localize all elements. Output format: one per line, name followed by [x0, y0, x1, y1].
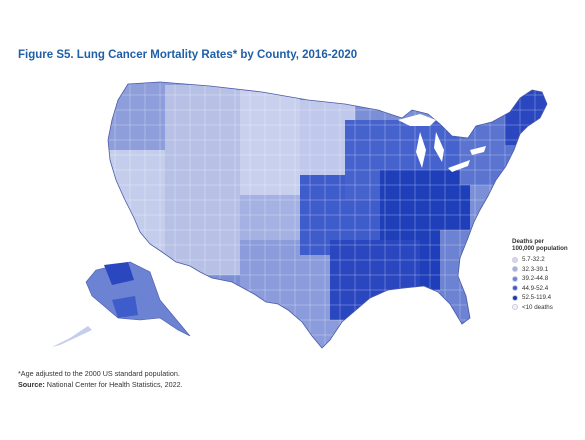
legend-swatch [512, 294, 518, 301]
legend-label: 5.7-32.2 [522, 256, 545, 264]
legend-item: 39.2-44.8 [512, 274, 584, 284]
legend-swatch [512, 304, 518, 311]
legend-label: 32.3-39.1 [522, 265, 549, 273]
legend-swatch [512, 275, 518, 282]
legend-swatch [512, 256, 518, 263]
region-deep-south [330, 240, 420, 320]
us-outline [107, 81, 548, 349]
legend-item: 32.3-39.1 [512, 265, 584, 275]
footnote-note: *Age adjusted to the 2000 US standard po… [18, 369, 180, 378]
great-lakes [398, 114, 486, 172]
legend-label: <10 deaths [522, 303, 553, 311]
legend-swatch [512, 266, 518, 273]
legend-label: 44.9-52.4 [522, 284, 549, 292]
legend-items: 5.7-32.2 32.3-39.1 39.2-44.8 44.9-52.4 52.5-… [512, 255, 584, 312]
source-text: National Center for Health Statistics, 2… [44, 380, 183, 389]
footnote-source: Source: National Center for Health Stati… [18, 379, 183, 390]
legend-item: 5.7-32.2 [512, 255, 584, 265]
legend-item: 44.9-52.4 [512, 284, 584, 294]
alaska [52, 261, 191, 347]
legend-item: 52.5-119.4 [512, 293, 584, 303]
legend-item: <10 deaths [512, 303, 584, 313]
legend-title-line2: 100,000 population [512, 245, 568, 252]
legend-title: Deaths per 100,000 population [512, 238, 584, 252]
legend-label: 52.5-119.4 [522, 294, 552, 302]
figure-title: Figure S5. Lung Cancer Mortality Rates* … [18, 49, 358, 61]
source-label: Source: [18, 380, 45, 389]
legend-title-line1: Deaths per [512, 238, 544, 245]
legend: Deaths per 100,000 population 5.7-32.2 32… [512, 238, 584, 312]
legend-swatch [512, 285, 518, 292]
legend-label: 39.2-44.8 [522, 275, 549, 283]
footnote: *Age adjusted to the 2000 US standard po… [18, 368, 183, 390]
